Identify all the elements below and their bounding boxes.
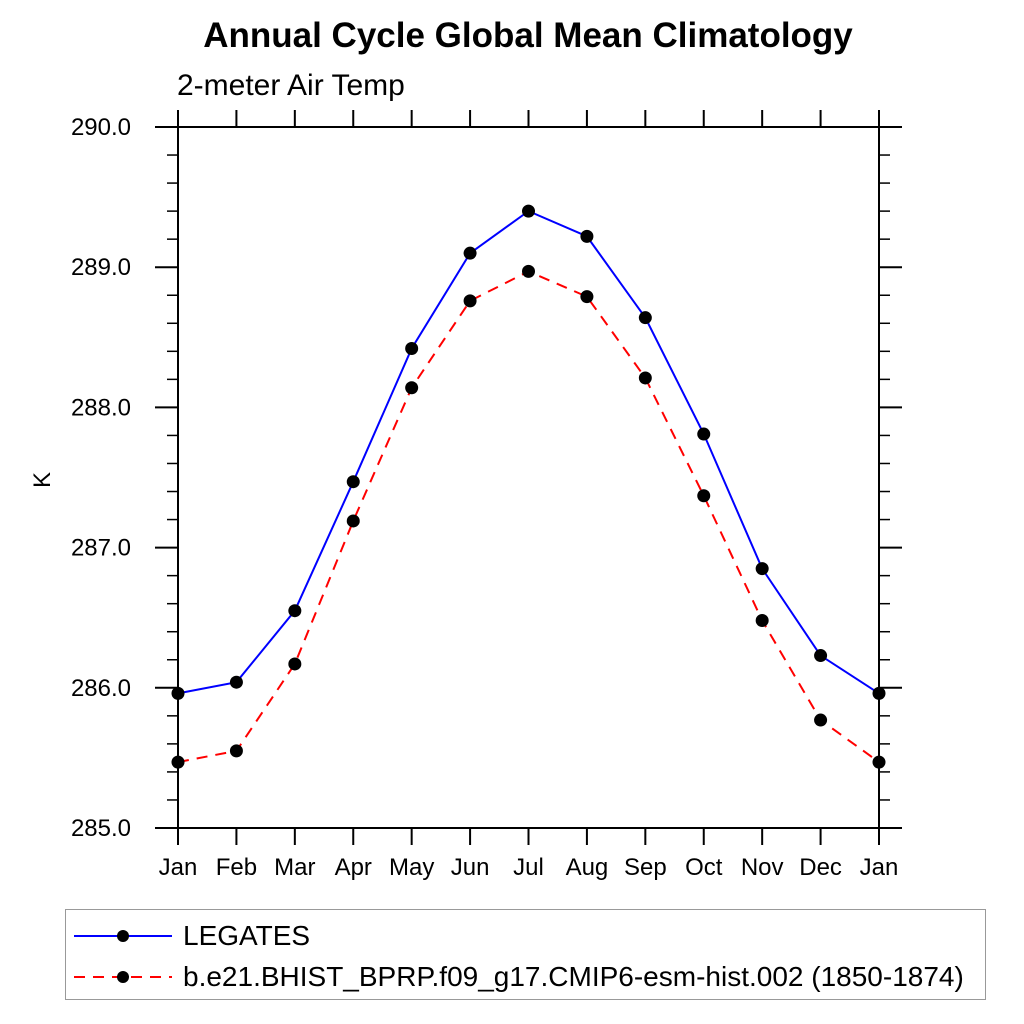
series-marker-1 (697, 489, 711, 503)
x-tick-label: Jan (860, 854, 899, 881)
legend-item: LEGATES (66, 915, 985, 956)
legend-marker-dot-icon (117, 929, 129, 942)
series-marker-1 (346, 514, 360, 528)
series-marker-1 (638, 371, 652, 385)
plot-frame (177, 126, 880, 829)
x-tick-label: Oct (685, 854, 723, 881)
series-marker-0 (580, 229, 594, 243)
series-marker-1 (171, 755, 185, 769)
series-marker-0 (288, 604, 302, 618)
legend-swatch-dashed-line-icon (74, 970, 172, 983)
series-marker-1 (463, 294, 477, 308)
y-tick-label: 288.0 (71, 394, 131, 421)
y-tick-label: 290.0 (71, 114, 131, 141)
series-marker-1 (522, 264, 535, 278)
x-tick-label: May (389, 854, 434, 881)
series-marker-0 (171, 686, 185, 700)
series-marker-0 (405, 342, 419, 356)
y-tick-label: 285.0 (71, 815, 131, 842)
series-marker-1 (288, 657, 302, 671)
plot-area: Jan Feb Mar Apr May Jun Jul Aug Sep Oct Nov Dec Jan 2… (71, 110, 902, 881)
legend-label-model-run: b.e21.BHIST_BPRP.f09_g17.CMIP6-esm-hist.… (183, 960, 964, 992)
series-marker-0 (697, 427, 711, 441)
x-tick-label: Jul (513, 854, 544, 881)
series-marker-1 (872, 755, 886, 769)
x-tick-label: Feb (216, 854, 257, 881)
series-marker-0 (814, 649, 828, 663)
series-marker-0 (638, 311, 652, 325)
legend-swatch-solid-line-icon (74, 929, 172, 942)
x-tick-label: Sep (624, 854, 667, 881)
series-marker-0 (522, 204, 535, 218)
series-marker-1 (405, 381, 419, 395)
series-marker-0 (755, 562, 769, 576)
series-marker-1 (814, 713, 828, 727)
series-marker-1 (229, 744, 243, 758)
legend-marker-dot-icon (117, 970, 129, 983)
series-marker-0 (872, 686, 886, 700)
x-tick-label: Jan (159, 854, 198, 881)
x-tick-label: Jun (451, 854, 490, 881)
x-tick-label: Apr (335, 854, 372, 881)
series-line-1 (177, 270, 880, 764)
series-marker-0 (346, 475, 360, 489)
series-marker-0 (229, 675, 243, 689)
y-tick-label: 289.0 (71, 254, 131, 281)
chart-subtitle: 2-meter Air Temp (177, 69, 405, 102)
legend-item: b.e21.BHIST_BPRP.f09_g17.CMIP6-esm-hist.… (66, 956, 985, 997)
chart-title: Annual Cycle Global Mean Climatology (203, 16, 853, 55)
x-tick-label: Mar (274, 854, 315, 881)
series-marker-0 (463, 246, 477, 260)
series-marker-1 (755, 614, 769, 628)
series-marker-1 (580, 290, 594, 304)
x-tick-label: Aug (566, 854, 609, 881)
y-tick-label: 286.0 (71, 675, 131, 702)
series-line-0 (177, 209, 880, 695)
legend-label-legates: LEGATES (183, 919, 311, 951)
legend: LEGATES b.e21.BHIST_BPRP.f09_g17.CMIP6-e… (65, 909, 986, 1000)
y-tick-label: 287.0 (71, 535, 131, 562)
x-tick-label: Nov (741, 854, 784, 881)
x-tick-label: Dec (799, 854, 842, 881)
